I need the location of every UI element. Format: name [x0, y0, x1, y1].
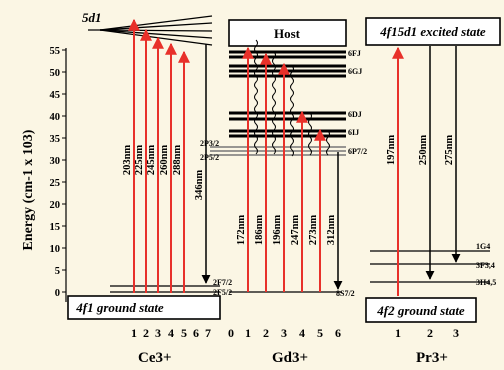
pr-ground-label: 4f2 ground state	[376, 303, 465, 318]
pr-col-3: 3	[453, 326, 459, 340]
gd-ion-label: Gd3+	[272, 350, 308, 366]
y-tick-30: 30	[50, 156, 61, 167]
pr-excited-label: 4f15d1 excited state	[379, 24, 486, 39]
y-tick-15: 15	[50, 222, 61, 233]
gd-level-label-6dj: 6DJ	[348, 110, 362, 119]
pr-ion-label: Pr3+	[416, 350, 448, 366]
host-box	[228, 19, 347, 47]
gd-col-4: 4	[299, 326, 305, 340]
ce-col-4: 4	[168, 326, 174, 340]
ce-col-6: 6	[193, 326, 199, 340]
ce-level-label-2p32: 2P3/2	[200, 139, 219, 148]
pr-excited-box	[365, 17, 501, 46]
pr-level-label-1g4: 1G4	[476, 242, 490, 251]
ce-5d-label: 5d1	[82, 10, 102, 25]
ce-wl-260: 260nm	[159, 145, 170, 176]
gd-wl-247: 247nm	[290, 215, 301, 246]
y-tick-35: 35	[50, 134, 61, 145]
gd-col-3: 3	[281, 326, 287, 340]
gd-panel: Host 6FJ 6GJ 6DJ 6IJ 6P7/2 2P3/2 2P5/2 8…	[200, 19, 367, 366]
ce-level-label-2p52: 2P5/2	[200, 153, 219, 162]
pr-wl-250: 250nm	[418, 135, 429, 166]
gd-col-5: 5	[317, 326, 323, 340]
gd-level-label-6p72: 6P7/2	[348, 147, 367, 156]
gd-col-0: 0	[228, 326, 234, 340]
pr-panel: 4f15d1 excited state 1G4 3F3,4 3H4,5 197…	[365, 17, 501, 366]
host-label: Host	[274, 26, 301, 41]
y-tick-45: 45	[50, 90, 61, 101]
ce-wl-203: 203nm	[122, 145, 133, 176]
gd-wl-172: 172nm	[236, 215, 247, 246]
gd-level-label-6fj: 6FJ	[348, 49, 361, 58]
gd-level-label-6gj: 6GJ	[348, 67, 362, 76]
gd-wl-273: 273nm	[308, 215, 319, 246]
y-tick-10: 10	[50, 244, 61, 255]
ce-ion-label: Ce3+	[138, 350, 172, 366]
gd-level-label-6ij: 6IJ	[348, 128, 359, 137]
ce-wl-288: 288nm	[172, 145, 183, 176]
pr-col-2: 2	[427, 326, 433, 340]
y-tick-20: 20	[50, 200, 61, 211]
gd-col-6: 6	[335, 326, 341, 340]
gd-col-2: 2	[263, 326, 269, 340]
gd-wl-186: 186nm	[254, 215, 265, 246]
pr-level-label-3h45: 3H4,5	[476, 278, 496, 287]
y-axis-ticks: 55 50 45 40 35 30 25 20 15 10 5 0	[50, 46, 66, 299]
y-tick-25: 25	[50, 178, 61, 189]
pr-col-1: 1	[395, 326, 401, 340]
ce-col-3: 3	[155, 326, 161, 340]
y-tick-55: 55	[50, 46, 61, 57]
gd-col-1: 1	[245, 326, 251, 340]
gd-wl-312: 312nm	[326, 215, 337, 246]
pr-ground-box	[365, 297, 477, 323]
gd-relaxation-lines	[254, 39, 330, 157]
ce-col-7: 7	[205, 326, 211, 340]
ce-wl-225: 225nm	[134, 145, 145, 176]
y-axis-label: Energy (cm-1 x 103)	[21, 129, 36, 250]
ce-panel: 5d1 2F7/2 2F5/2 203nm 225nm 245nm 260nm …	[67, 10, 232, 366]
gd-wl-196: 196nm	[272, 215, 283, 246]
pr-level-label-3f34: 3F3,4	[476, 261, 495, 270]
y-tick-50: 50	[50, 68, 61, 79]
ce-col-5: 5	[181, 326, 187, 340]
ce-level-label-2f72: 2F7/2	[213, 278, 232, 287]
y-tick-0: 0	[55, 288, 60, 299]
gd-level-label-8s72: 8S7/2	[336, 289, 355, 298]
ce-col-2: 2	[143, 326, 149, 340]
ce-ground-box	[67, 295, 221, 320]
pr-wl-197: 197nm	[386, 135, 397, 166]
pr-wl-275: 275nm	[444, 135, 455, 166]
ce-col-1: 1	[131, 326, 137, 340]
ce-level-label-2f52: 2F5/2	[213, 288, 232, 297]
y-tick-5: 5	[55, 266, 60, 277]
y-tick-40: 40	[50, 112, 61, 123]
ce-wl-346: 346nm	[194, 170, 205, 201]
ce-wl-245: 245nm	[146, 145, 157, 176]
ce-ground-label: 4f1 ground state	[75, 300, 164, 315]
